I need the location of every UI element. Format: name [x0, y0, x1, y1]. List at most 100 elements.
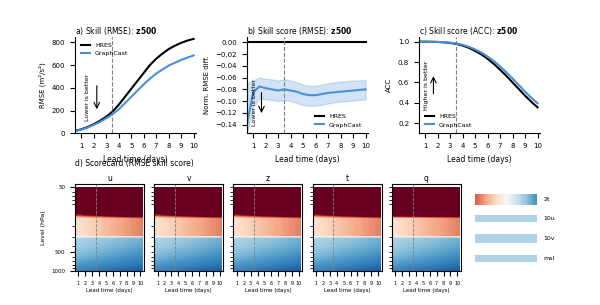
GraphCast: [465, 45, 472, 48]
Y-axis label: RMSE (m²/s²): RMSE (m²/s²): [39, 62, 46, 108]
GraphCast: [103, 117, 110, 120]
HRES: [428, 40, 435, 44]
GraphCast: [140, 83, 147, 86]
GraphCast: [121, 101, 128, 105]
X-axis label: Lead time (days): Lead time (days): [245, 288, 291, 292]
GraphCast: [178, 58, 185, 62]
GraphCast: [534, 102, 541, 105]
GraphCast: [503, 70, 510, 74]
HRES: [484, 57, 491, 61]
GraphCast: [287, 89, 294, 92]
Title: v: v: [187, 174, 191, 183]
GraphCast: [293, 90, 301, 94]
HRES: [459, 44, 466, 47]
GraphCast: [165, 64, 172, 67]
GraphCast: [275, 89, 282, 92]
HRES: [490, 62, 497, 66]
HRES: [434, 40, 441, 44]
X-axis label: Lead time (days): Lead time (days): [324, 288, 370, 292]
HRES: [422, 40, 429, 44]
X-axis label: Lead time (days): Lead time (days): [403, 288, 449, 292]
HRES: [71, 129, 79, 133]
Legend: HRES, GraphCast: HRES, GraphCast: [312, 111, 365, 130]
X-axis label: Lead time (days): Lead time (days): [103, 155, 168, 163]
GraphCast: [515, 83, 523, 87]
GraphCast: [171, 61, 178, 65]
GraphCast: [128, 95, 135, 99]
GraphCast: [490, 59, 497, 63]
HRES: [534, 106, 541, 109]
GraphCast: [453, 42, 460, 45]
HRES: [503, 74, 510, 77]
GraphCast: [356, 88, 363, 92]
GraphCast: [134, 89, 141, 92]
GraphCast: [422, 40, 429, 44]
HRES: [184, 39, 191, 42]
Title: q: q: [424, 174, 429, 183]
GraphCast: [343, 89, 350, 93]
HRES: [128, 87, 135, 91]
GraphCast: [478, 51, 485, 54]
Text: Lower is better: Lower is better: [85, 74, 89, 121]
GraphCast: [152, 72, 160, 75]
Legend: HRES, GraphCast: HRES, GraphCast: [422, 111, 475, 130]
HRES: [77, 127, 85, 131]
Line: GraphCast: GraphCast: [75, 56, 194, 131]
X-axis label: Lead time (days): Lead time (days): [447, 155, 512, 163]
HRES: [496, 68, 503, 71]
GraphCast: [77, 128, 85, 131]
GraphCast: [331, 91, 338, 94]
HRES: [472, 49, 479, 53]
GraphCast: [190, 54, 197, 57]
Text: 10v: 10v: [544, 236, 555, 241]
HRES: [440, 41, 448, 44]
GraphCast: [446, 41, 454, 45]
GraphCast: [521, 90, 529, 93]
GraphCast: [268, 88, 275, 91]
Line: HRES: HRES: [419, 42, 538, 107]
GraphCast: [250, 91, 257, 94]
Line: GraphCast: GraphCast: [419, 42, 538, 103]
GraphCast: [159, 68, 166, 71]
HRES: [515, 87, 523, 91]
HRES: [152, 57, 160, 61]
Title: t: t: [346, 174, 349, 183]
HRES: [190, 37, 197, 41]
HRES: [140, 71, 147, 75]
Text: Higher is better: Higher is better: [424, 60, 428, 109]
Text: Lower is better: Lower is better: [252, 79, 257, 126]
HRES: [121, 95, 128, 99]
Text: 2t: 2t: [544, 197, 550, 202]
GraphCast: [509, 77, 516, 81]
GraphCast: [262, 86, 269, 90]
HRES: [134, 79, 141, 83]
HRES: [465, 46, 472, 50]
Text: d) Scorecard (RMSE skill score): d) Scorecard (RMSE skill score): [75, 159, 194, 168]
HRES: [478, 52, 485, 56]
Y-axis label: Level (hPa): Level (hPa): [41, 210, 46, 245]
GraphCast: [325, 91, 332, 95]
HRES: [165, 47, 172, 51]
HRES: [171, 44, 178, 48]
HRES: [97, 119, 104, 123]
HRES: [103, 115, 110, 119]
GraphCast: [428, 40, 435, 44]
Line: GraphCast: GraphCast: [247, 86, 365, 124]
Text: b) Skill score (RMSE): $\bf{z500}$: b) Skill score (RMSE): $\bf{z500}$: [247, 25, 353, 37]
Title: z: z: [266, 174, 270, 183]
Legend: HRES, GraphCast: HRES, GraphCast: [78, 40, 131, 59]
GraphCast: [337, 90, 344, 94]
GraphCast: [440, 40, 448, 44]
Text: msl: msl: [544, 256, 554, 261]
GraphCast: [415, 40, 422, 44]
GraphCast: [146, 77, 154, 81]
GraphCast: [349, 89, 356, 92]
GraphCast: [71, 129, 79, 133]
GraphCast: [496, 64, 503, 68]
HRES: [159, 52, 166, 56]
GraphCast: [459, 43, 466, 47]
HRES: [527, 100, 535, 104]
X-axis label: Lead time (days): Lead time (days): [86, 288, 133, 292]
HRES: [453, 42, 460, 46]
Text: a) Skill (RMSE): $\bf{z500}$: a) Skill (RMSE): $\bf{z500}$: [75, 25, 158, 37]
